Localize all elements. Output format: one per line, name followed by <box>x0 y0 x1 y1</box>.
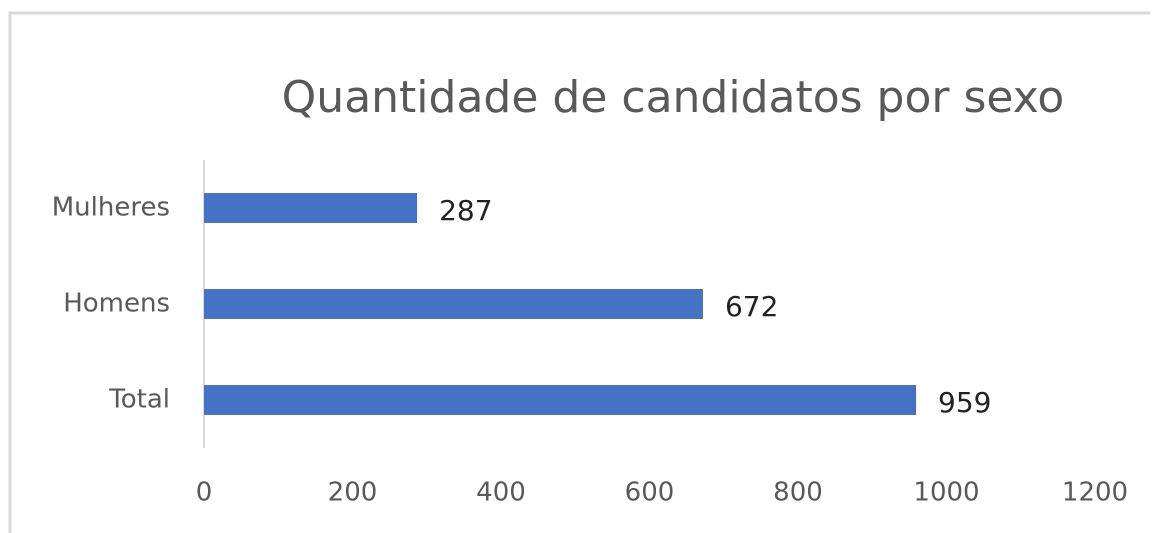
y-tick-label: Homens <box>63 289 170 319</box>
bar <box>204 289 703 319</box>
data-label: 287 <box>439 194 492 227</box>
x-tick-label: 1200 <box>1062 478 1128 508</box>
x-tick-label: 200 <box>328 478 378 508</box>
y-tick-label: Total <box>108 385 170 415</box>
bar <box>204 193 418 223</box>
x-tick-label: 0 <box>196 478 213 508</box>
data-label: 959 <box>938 386 991 419</box>
chart-title: Quantidade de candidatos por sexo <box>282 72 1065 123</box>
x-tick-label: 600 <box>625 478 675 508</box>
x-tick-label: 400 <box>476 478 526 508</box>
x-tick-label: 800 <box>773 478 823 508</box>
chart-frame <box>8 11 1150 533</box>
bar <box>204 385 917 415</box>
y-tick-label: Mulheres <box>52 193 170 223</box>
data-label: 672 <box>725 290 778 323</box>
x-tick-label: 1000 <box>913 478 979 508</box>
